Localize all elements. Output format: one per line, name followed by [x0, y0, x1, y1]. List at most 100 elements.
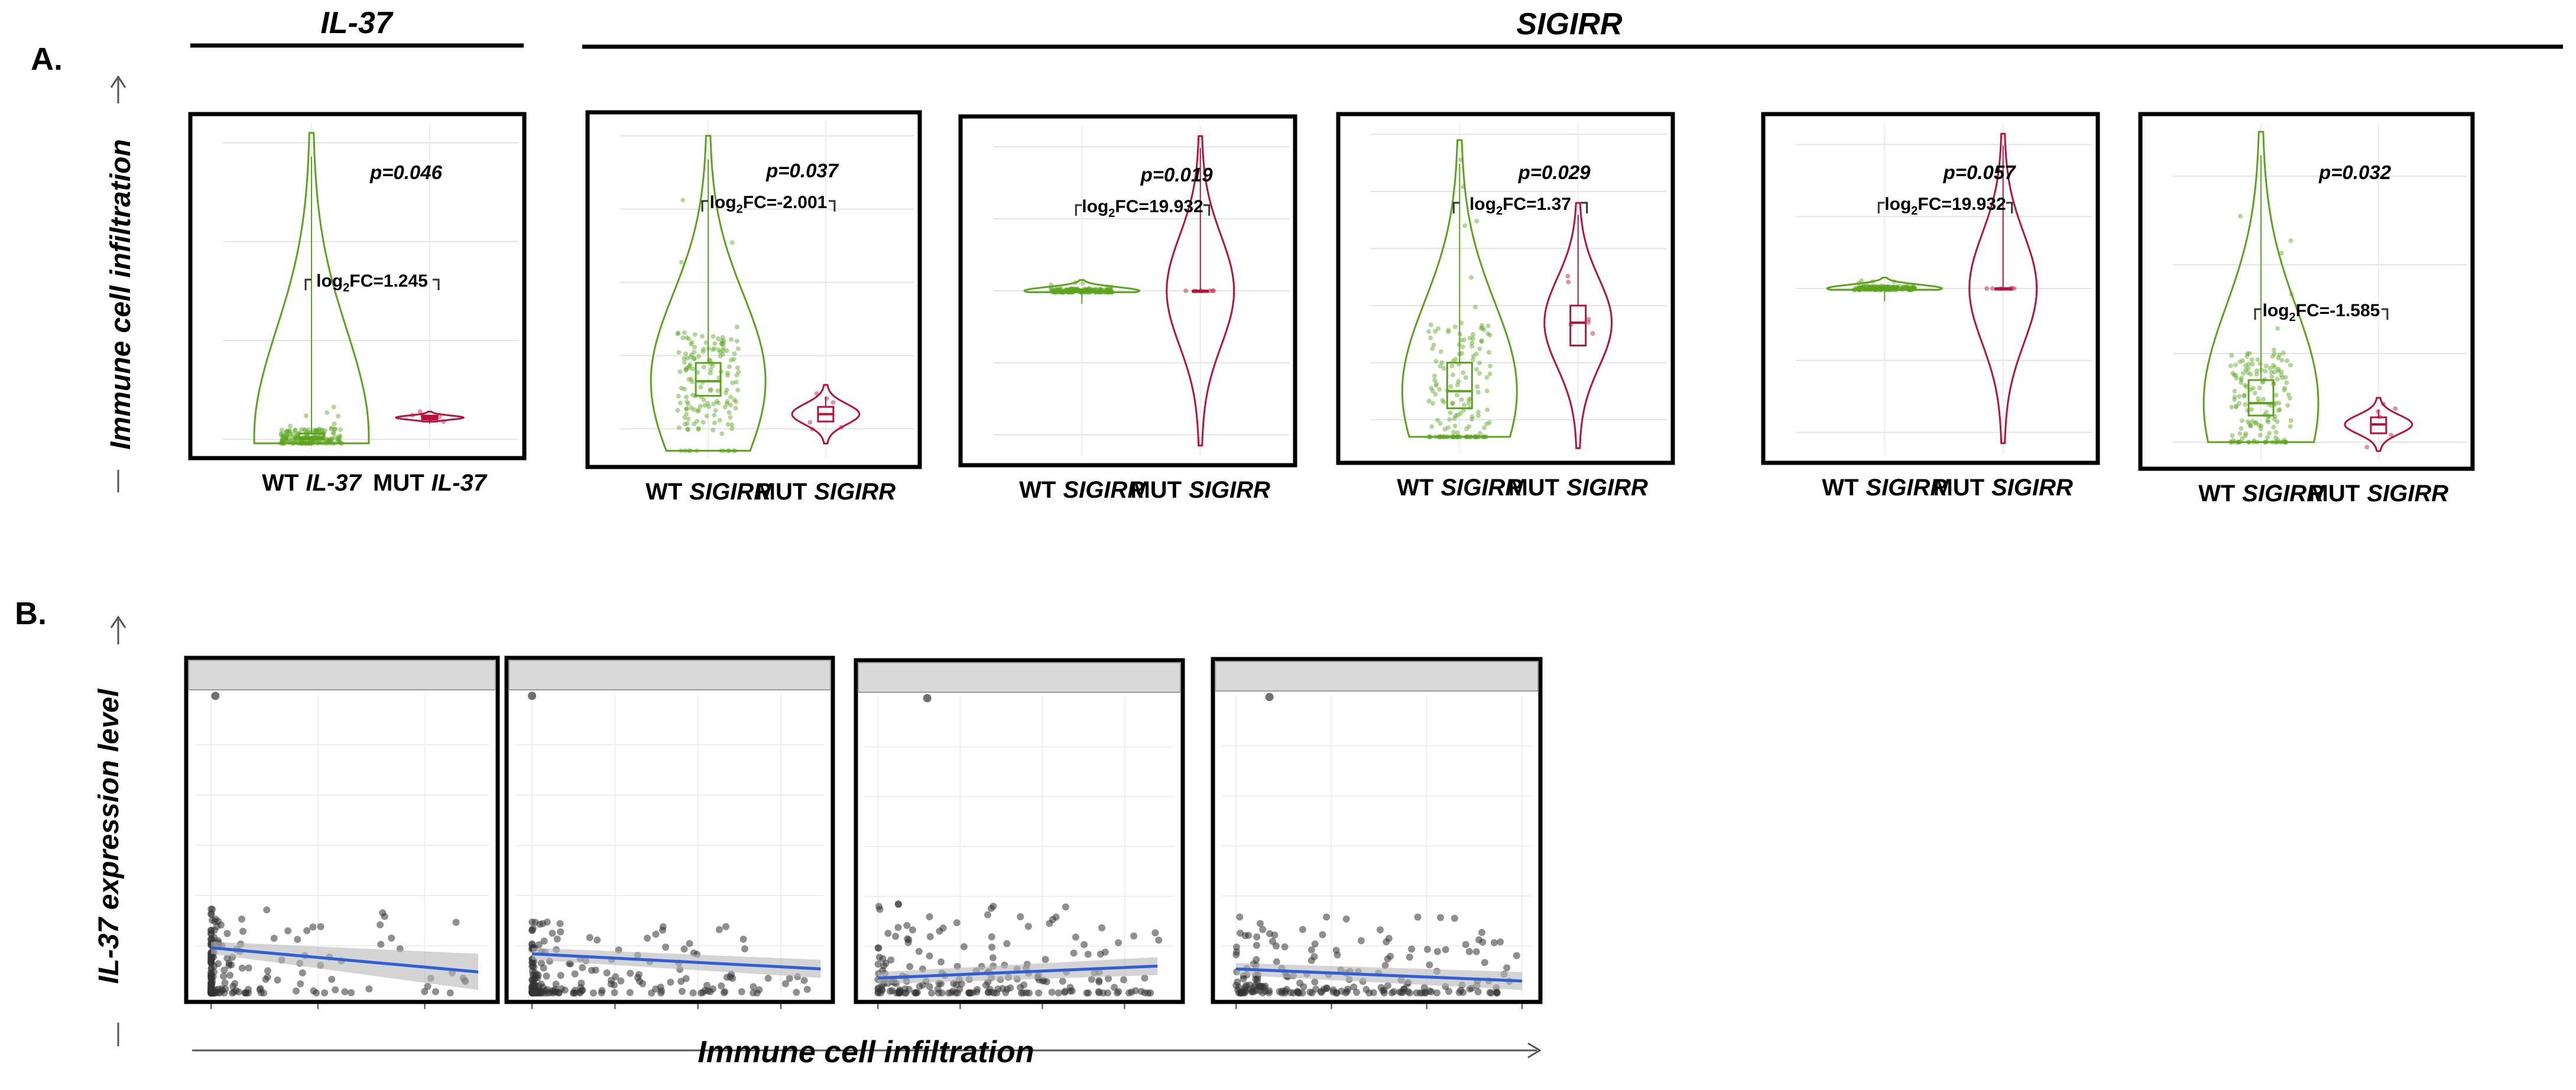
wt-point: [1106, 290, 1111, 295]
data-point: [235, 988, 242, 996]
gene-name: SIGIRR: [1063, 477, 1144, 503]
wt-point: [683, 366, 689, 372]
fc-text: FC: [349, 271, 373, 291]
fc-bracket: [2006, 202, 2013, 213]
wt-point: [1455, 413, 1461, 418]
wt-point: [692, 332, 697, 337]
wt-point: [728, 403, 734, 408]
data-point: [894, 923, 902, 931]
wt-point: [1102, 290, 1108, 295]
data-point: [388, 935, 395, 942]
wt-point: [1459, 351, 1464, 356]
wt-point: [1858, 286, 1863, 291]
wt-point: [327, 437, 332, 442]
wt-point: [1853, 286, 1858, 291]
data-point: [1042, 956, 1049, 964]
data-point: [903, 922, 911, 929]
wt-point: [2275, 368, 2280, 374]
wt-point: [686, 448, 692, 453]
wt-point: [710, 334, 716, 339]
wt-point: [1484, 421, 1490, 426]
wt-point: [2283, 440, 2289, 445]
p-value: p=0.019: [1140, 164, 1214, 186]
wt-point: [2276, 355, 2281, 361]
data-point: [659, 926, 667, 934]
wt-point: [684, 335, 689, 340]
wt-point: [731, 356, 737, 362]
wt-point: [306, 440, 311, 446]
wt-point: [1108, 287, 1114, 293]
wt-point: [325, 436, 330, 442]
data-point: [1344, 985, 1352, 993]
category-label: MUT IL-37: [373, 470, 488, 496]
wt-point: [1100, 290, 1105, 295]
wt-point: [1463, 375, 1468, 380]
wt-point: [2259, 423, 2264, 429]
wt-point: [1451, 434, 1456, 440]
wt-point: [1461, 370, 1466, 375]
fc-bracket: [1581, 202, 1588, 213]
data-point: [1357, 937, 1365, 945]
wt-point: [293, 427, 298, 433]
wt-point: [1438, 434, 1443, 440]
wt-point: [1061, 288, 1066, 294]
wt-point: [2232, 397, 2237, 403]
wt-point: [728, 358, 734, 363]
wt-point: [2269, 370, 2274, 375]
mut-violin: [2344, 397, 2413, 452]
data-point: [793, 988, 800, 996]
data-point: [1388, 989, 1396, 997]
wt-point: [1050, 288, 1056, 293]
wt-point: [2288, 395, 2293, 401]
wt-point: [328, 426, 333, 432]
wt-point: [1905, 286, 1910, 291]
wt-point: [732, 397, 737, 403]
panel-label-b: B.: [15, 596, 47, 631]
data-point: [960, 943, 968, 950]
category-label: WT SIGIRR: [1019, 477, 1144, 503]
wt-point: [1911, 284, 1916, 290]
wt-point: [2246, 440, 2251, 445]
wt-point: [730, 380, 735, 385]
wt-point: [1428, 322, 1433, 327]
wt-point: [1060, 290, 1066, 295]
data-point: [1232, 943, 1240, 951]
wt-point: [1867, 285, 1872, 290]
wt-point: [1104, 289, 1109, 294]
wt-point: [1477, 346, 1482, 352]
wt-point: [690, 366, 695, 371]
wt-point: [2243, 382, 2248, 388]
wt-point: [1049, 282, 1054, 287]
wt-point: [1461, 184, 1466, 189]
data-point: [1055, 989, 1062, 997]
data-point: [928, 989, 936, 997]
wt-point: [284, 438, 290, 443]
wt-point: [1438, 349, 1443, 354]
outlier-point: [528, 692, 537, 700]
wt-point: [284, 429, 289, 434]
mut-violin: [1166, 135, 1235, 447]
wt-point: [1908, 287, 1913, 293]
wt-point: [2289, 291, 2294, 297]
wt-point: [1056, 287, 1061, 293]
wt-point: [2282, 437, 2287, 443]
wt-point: [1442, 434, 1447, 440]
data-point: [786, 975, 793, 982]
wt-point: [332, 440, 338, 446]
data-point: [553, 935, 561, 943]
wt-point: [314, 428, 320, 433]
data-point: [1319, 931, 1326, 939]
wt-point: [683, 368, 689, 373]
wt-point: [1903, 284, 1909, 290]
wt-point: [338, 433, 343, 439]
wt-point: [1474, 366, 1480, 372]
wt_label-text: WT: [262, 470, 299, 496]
data-point: [1062, 903, 1069, 911]
wt-point: [2254, 368, 2259, 374]
wt-point: [684, 365, 689, 371]
wt-point: [2249, 407, 2254, 412]
data-point: [627, 969, 634, 977]
wt-point: [729, 240, 735, 245]
